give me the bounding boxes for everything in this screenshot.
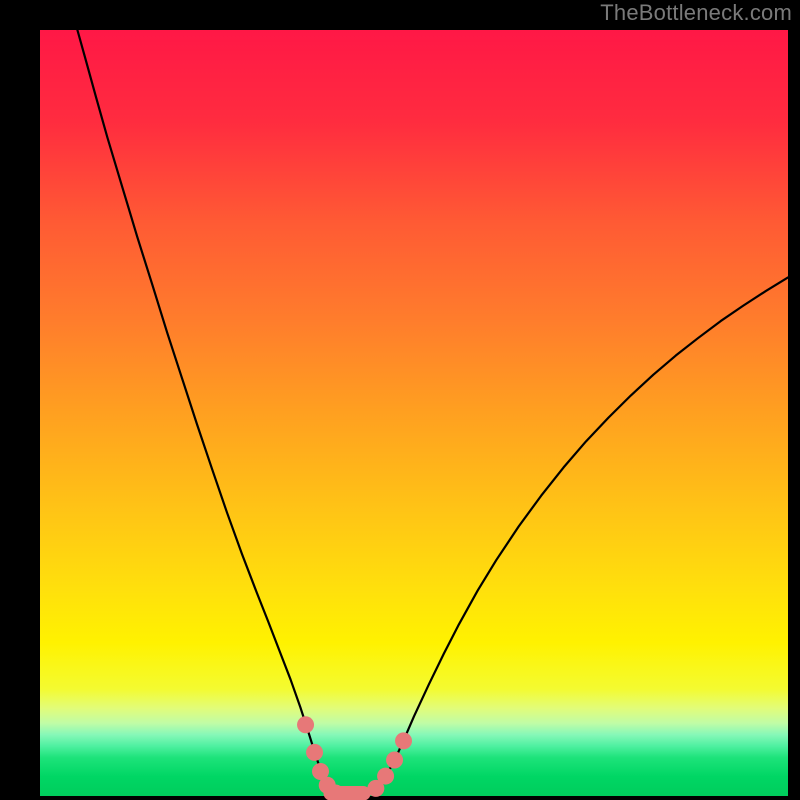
data-marker xyxy=(395,732,412,749)
data-marker xyxy=(297,716,314,733)
gradient-background xyxy=(40,30,788,796)
data-marker xyxy=(377,768,394,785)
bottleneck-curve-chart xyxy=(0,0,800,800)
chart-stage: TheBottleneck.com xyxy=(0,0,800,800)
data-marker xyxy=(386,752,403,769)
data-marker xyxy=(306,744,323,761)
